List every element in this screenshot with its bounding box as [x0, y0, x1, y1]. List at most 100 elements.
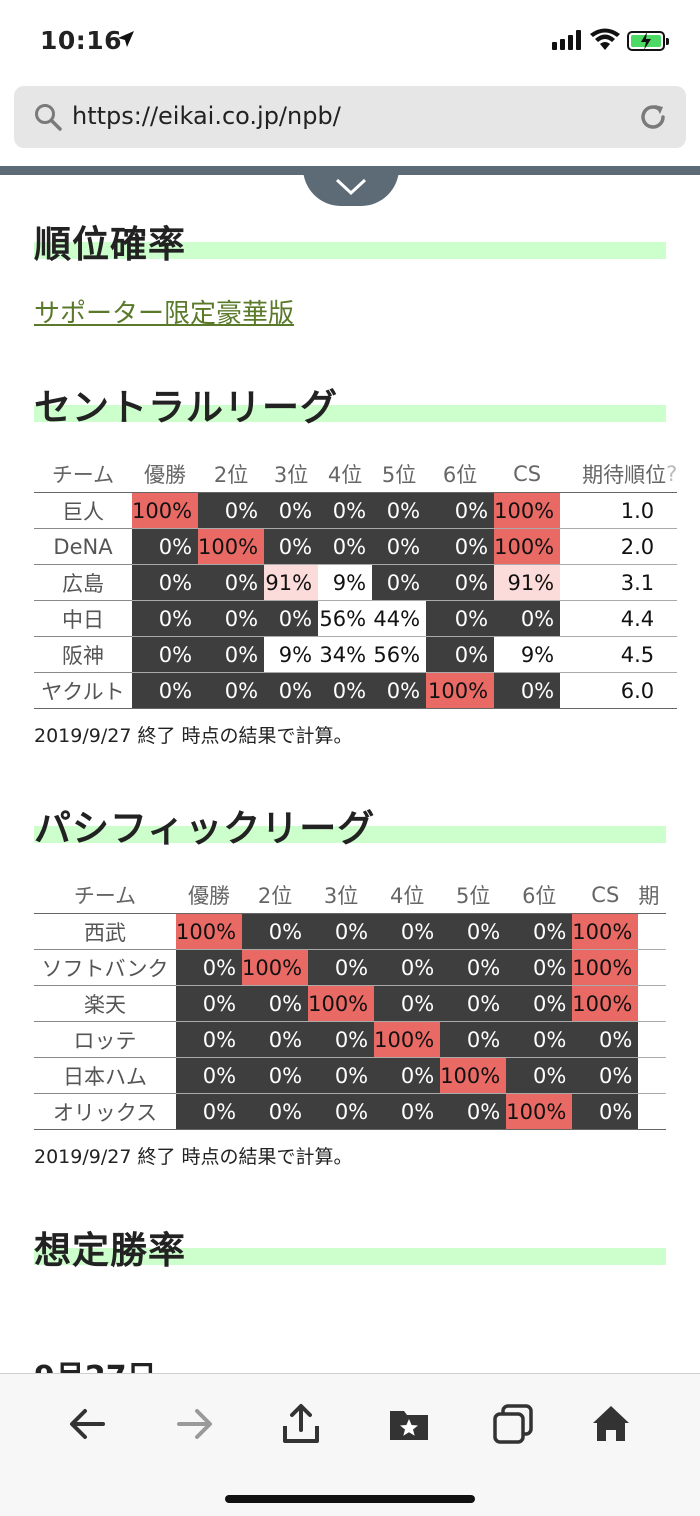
menu-toggle-button[interactable]	[303, 168, 399, 206]
table-row: オリックス 0% 0% 0% 0% 0% 100% 0%	[34, 1093, 667, 1130]
table-row: 阪神 0% 0% 9% 34% 56% 0% 9% 4.5	[34, 636, 678, 673]
team-name-cell: ヤクルト	[34, 672, 132, 709]
cut-off-cell	[666, 672, 678, 709]
probability-cell: 44%	[372, 600, 427, 637]
cut-off-cell	[666, 600, 678, 637]
reload-icon[interactable]	[638, 102, 668, 132]
table-row: 広島 0% 0% 91% 9% 0% 0% 91% 3.1	[34, 564, 678, 601]
table-header-row: チーム 優勝 2位 3位 4位 5位 6位 CS 期待順位 ?	[34, 456, 677, 493]
table-row: 巨人 100% 0% 0% 0% 0% 0% 100% 1.0	[34, 492, 678, 529]
chevron-down-icon	[335, 178, 367, 196]
probability-cell: 0%	[176, 1021, 243, 1058]
url-text[interactable]: https://eikai.co.jp/npb/	[72, 102, 341, 130]
probability-cell: 0%	[318, 672, 373, 709]
cut-off-cell	[638, 985, 667, 1022]
cut-off-cell	[666, 636, 678, 673]
table-row: 西武 100% 0% 0% 0% 0% 0% 100%	[34, 913, 667, 950]
probability-cell: 9%	[494, 636, 561, 673]
probability-cell: 0%	[308, 1021, 375, 1058]
cut-off-cell	[638, 1021, 667, 1058]
team-name-cell: 日本ハム	[34, 1057, 176, 1094]
probability-cell: 0%	[506, 913, 573, 950]
header-4th: 4位	[327, 463, 363, 487]
header-champion: 優勝	[188, 884, 231, 908]
team-name-cell: オリックス	[34, 1093, 176, 1130]
probability-cell: 9%	[318, 564, 373, 601]
probability-cell: 0%	[374, 985, 441, 1022]
probability-cell: 0%	[132, 600, 199, 637]
bookmarks-icon[interactable]	[387, 1402, 431, 1446]
cut-off-cell	[638, 913, 667, 950]
cut-off-cell	[638, 1057, 667, 1094]
probability-cell: 0%	[176, 949, 243, 986]
probability-cell: 0%	[242, 1093, 309, 1130]
probability-cell: 56%	[372, 636, 427, 673]
probability-cell: 0%	[198, 636, 265, 673]
probability-cell: 0%	[198, 600, 265, 637]
probability-cell: 0%	[308, 913, 375, 950]
header-champion: 優勝	[144, 463, 187, 487]
expected-rank-cell: 4.4	[560, 600, 667, 637]
central-league-heading: セントラルリーグ	[34, 377, 666, 431]
probability-cell: 0%	[318, 528, 373, 565]
probability-cell: 56%	[318, 600, 373, 637]
probability-cell: 0%	[426, 600, 495, 637]
back-arrow-icon[interactable]	[65, 1402, 109, 1446]
clock: 10:16	[40, 26, 123, 55]
probability-cell: 0%	[198, 492, 265, 529]
probability-cell: 0%	[264, 600, 319, 637]
header-cut-off: ?	[666, 462, 678, 486]
header-6th: 6位	[442, 463, 478, 487]
expected-rank-cell: 2.0	[560, 528, 667, 565]
probability-cell: 0%	[176, 1093, 243, 1130]
team-name-cell: ソフトバンク	[34, 949, 176, 986]
supporter-link[interactable]: サポーター限定豪華版	[34, 299, 295, 329]
probability-cell: 0%	[242, 913, 309, 950]
probability-cell: 0%	[372, 672, 427, 709]
pacific-note: 2019/9/27 終了 時点の結果で計算。	[34, 1146, 353, 1168]
team-name-cell: 中日	[34, 600, 132, 637]
home-indicator	[225, 1495, 475, 1503]
cut-off-cell	[666, 564, 678, 601]
browser-toolbar	[0, 1373, 700, 1516]
probability-cell: 0%	[198, 672, 265, 709]
probability-cell: 0%	[374, 1057, 441, 1094]
address-bar[interactable]: https://eikai.co.jp/npb/	[14, 86, 686, 148]
probability-cell: 0%	[440, 985, 507, 1022]
probability-cell: 0%	[426, 564, 495, 601]
probability-cell: 100%	[176, 913, 243, 950]
probability-cell: 0%	[264, 672, 319, 709]
probability-cell: 0%	[440, 1093, 507, 1130]
header-3rd: 3位	[273, 463, 309, 487]
probability-cell: 100%	[572, 913, 639, 950]
probability-cell: 0%	[264, 492, 319, 529]
probability-cell: 100%	[374, 1021, 441, 1058]
probability-cell: 0%	[308, 1057, 375, 1094]
probability-cell: 100%	[440, 1057, 507, 1094]
home-icon[interactable]	[589, 1402, 633, 1446]
probability-cell: 0%	[426, 492, 495, 529]
probability-cell: 0%	[242, 1021, 309, 1058]
team-name-cell: 西武	[34, 913, 176, 950]
header-team: チーム	[73, 884, 137, 908]
probability-cell: 0%	[572, 1093, 639, 1130]
win-rate-heading: 想定勝率	[34, 1220, 666, 1274]
header-4th: 4位	[389, 884, 425, 908]
probability-cell: 0%	[176, 985, 243, 1022]
table-row: DeNA 0% 100% 0% 0% 0% 0% 100% 2.0	[34, 528, 678, 565]
header-5th: 5位	[381, 463, 417, 487]
probability-cell: 0%	[374, 913, 441, 950]
tabs-icon[interactable]	[491, 1402, 535, 1446]
header-team: チーム	[51, 463, 115, 487]
probability-cell: 100%	[198, 528, 265, 565]
forward-arrow-icon[interactable]	[173, 1402, 217, 1446]
probability-cell: 0%	[494, 600, 561, 637]
pacific-league-heading: パシフィックリーグ	[34, 798, 666, 852]
header-6th: 6位	[522, 884, 557, 908]
team-name-cell: DeNA	[34, 528, 132, 565]
cut-off-cell	[638, 949, 667, 986]
probability-cell: 91%	[264, 564, 319, 601]
share-icon[interactable]	[279, 1402, 323, 1446]
team-name-cell: 阪神	[34, 636, 132, 673]
probability-cell: 0%	[440, 1021, 507, 1058]
